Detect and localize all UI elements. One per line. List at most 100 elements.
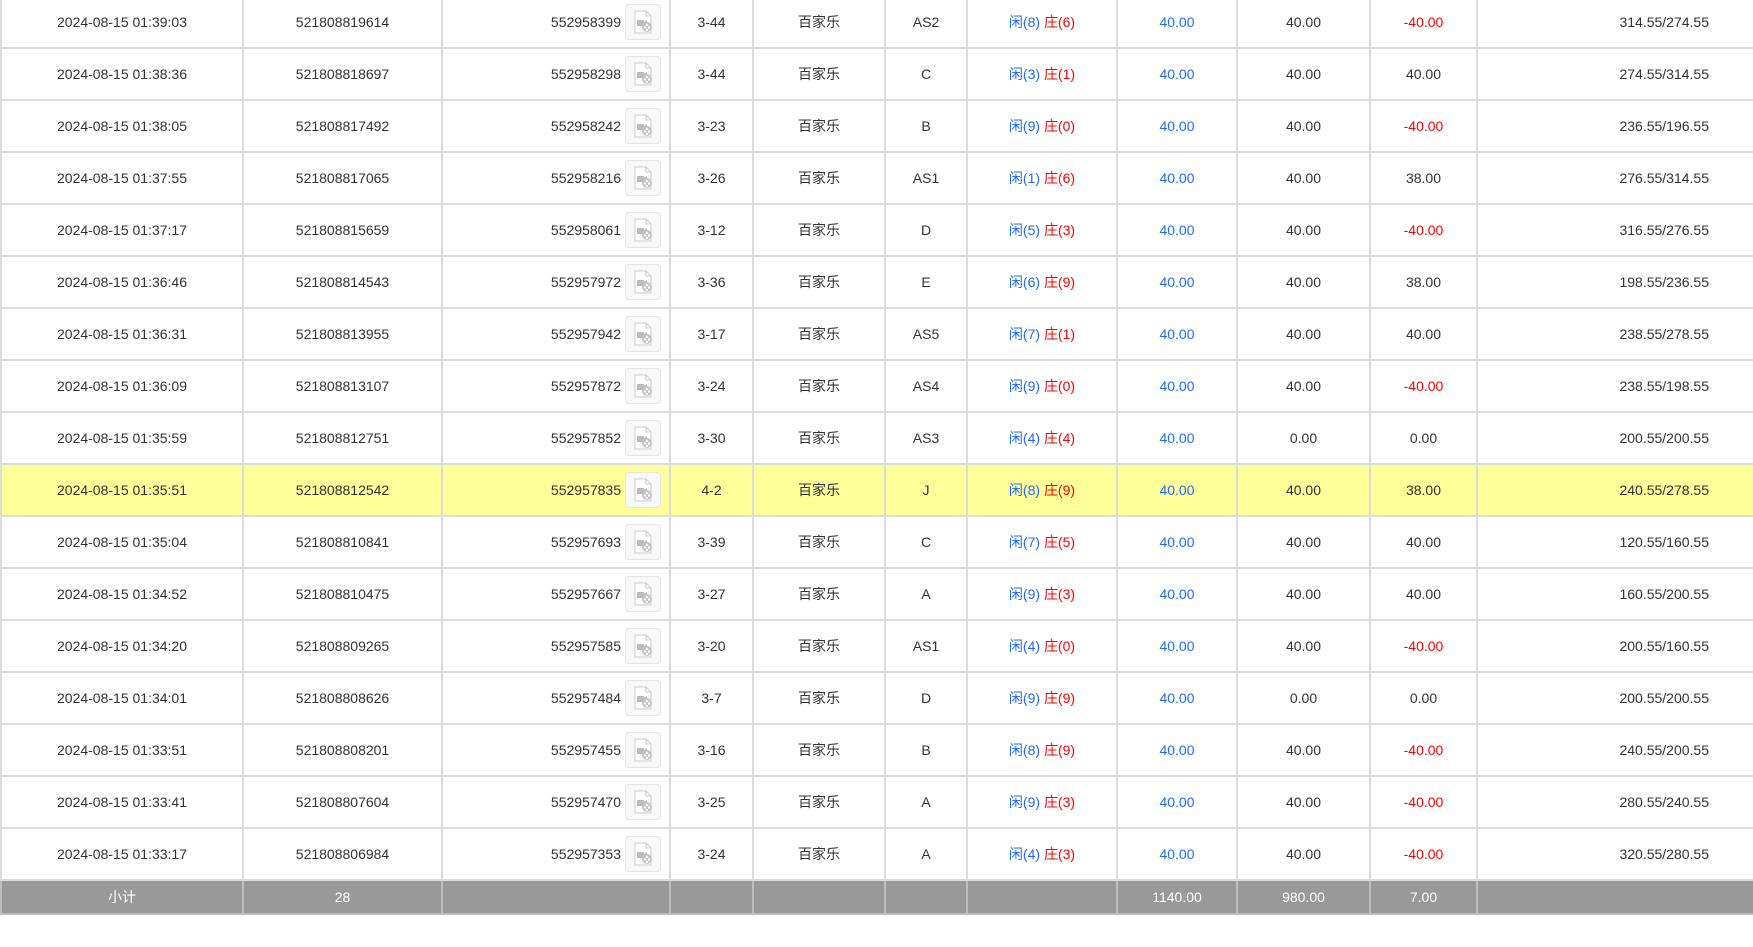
video-replay-icon[interactable]	[625, 472, 661, 508]
balance: 200.55/200.55	[1476, 411, 1753, 465]
banker-result: 庄(9)	[1043, 274, 1076, 290]
video-replay-icon[interactable]	[625, 576, 661, 612]
bet-time: 2024-08-15 01:39:03	[0, 0, 244, 49]
bet-id: 521808808201	[242, 723, 443, 777]
video-replay-icon[interactable]	[625, 836, 661, 872]
game-id: 552957585	[550, 638, 621, 654]
bet-time: 2024-08-15 01:35:51	[0, 463, 244, 517]
table-number: 3-24	[669, 827, 754, 881]
win-loss: -40.00	[1369, 0, 1478, 49]
video-replay-icon[interactable]	[625, 784, 661, 820]
player-result: 闲(1)	[1008, 170, 1041, 186]
banker-result: 庄(0)	[1043, 638, 1076, 654]
bet-amount: 40.00	[1116, 567, 1238, 621]
balance: 120.55/160.55	[1476, 515, 1753, 569]
video-replay-icon[interactable]	[625, 4, 661, 40]
bet-time: 2024-08-15 01:33:17	[0, 827, 244, 881]
win-loss: -40.00	[1369, 723, 1478, 777]
game-id: 552957353	[550, 846, 621, 862]
player-result: 闲(7)	[1008, 534, 1041, 550]
game-id: 552958298	[550, 66, 621, 82]
subtotal-row: 小计 28 1140.00 980.00 7.00	[0, 879, 1753, 915]
video-replay-icon[interactable]	[625, 160, 661, 196]
video-replay-icon[interactable]	[625, 108, 661, 144]
video-replay-icon[interactable]	[625, 368, 661, 404]
game-id-cell: 552957585	[441, 619, 671, 673]
bet-time: 2024-08-15 01:36:31	[0, 307, 244, 361]
game-id: 552957852	[550, 430, 621, 446]
game-id-cell: 552958242	[441, 99, 671, 153]
game-id-cell: 552957353	[441, 827, 671, 881]
balance: 280.55/240.55	[1476, 775, 1753, 829]
result: 闲(5) 庄(3)	[966, 203, 1118, 257]
bet-id: 521808807604	[242, 775, 443, 829]
game-type: 百家乐	[752, 359, 886, 413]
valid-bet: 40.00	[1236, 255, 1371, 309]
win-loss: -40.00	[1369, 619, 1478, 673]
valid-bet: 40.00	[1236, 723, 1371, 777]
table-row: 2024-08-15 01:38:05 521808817492 552958242…	[0, 99, 1753, 153]
win-loss: 40.00	[1369, 567, 1478, 621]
bet-amount: 40.00	[1116, 307, 1238, 361]
table-number: 3-27	[669, 567, 754, 621]
table-number: 3-30	[669, 411, 754, 465]
game-type: 百家乐	[752, 723, 886, 777]
game-id-cell: 552957693	[441, 515, 671, 569]
table-number: 3-17	[669, 307, 754, 361]
balance: 200.55/200.55	[1476, 671, 1753, 725]
game-type: 百家乐	[752, 0, 886, 49]
game-id-cell: 552957972	[441, 255, 671, 309]
bet-id: 521808817492	[242, 99, 443, 153]
seat: AS1	[884, 151, 968, 205]
bet-time: 2024-08-15 01:34:01	[0, 671, 244, 725]
bet-amount: 40.00	[1116, 359, 1238, 413]
table-row: 2024-08-15 01:35:51 521808812542 552957835…	[0, 463, 1753, 517]
result: 闲(7) 庄(1)	[966, 307, 1118, 361]
win-loss: 0.00	[1369, 671, 1478, 725]
game-id: 552957872	[550, 378, 621, 394]
game-type: 百家乐	[752, 99, 886, 153]
win-loss: -40.00	[1369, 99, 1478, 153]
video-replay-icon[interactable]	[625, 524, 661, 560]
player-result: 闲(9)	[1008, 378, 1041, 394]
video-replay-icon[interactable]	[625, 316, 661, 352]
valid-bet: 40.00	[1236, 463, 1371, 517]
win-loss: 38.00	[1369, 151, 1478, 205]
video-replay-icon[interactable]	[625, 680, 661, 716]
game-type: 百家乐	[752, 203, 886, 257]
bet-time: 2024-08-15 01:36:46	[0, 255, 244, 309]
video-replay-icon[interactable]	[625, 212, 661, 248]
bet-id: 521808815659	[242, 203, 443, 257]
bet-time: 2024-08-15 01:35:59	[0, 411, 244, 465]
video-replay-icon[interactable]	[625, 56, 661, 92]
bet-id: 521808810841	[242, 515, 443, 569]
banker-result: 庄(3)	[1043, 794, 1076, 810]
bet-id: 521808817065	[242, 151, 443, 205]
table-row: 2024-08-15 01:33:17 521808806984 552957353…	[0, 827, 1753, 881]
video-replay-icon[interactable]	[625, 732, 661, 768]
win-loss: 38.00	[1369, 255, 1478, 309]
game-id: 552957455	[550, 742, 621, 758]
table-number: 3-12	[669, 203, 754, 257]
video-replay-icon[interactable]	[625, 420, 661, 456]
bet-time: 2024-08-15 01:34:20	[0, 619, 244, 673]
seat: AS3	[884, 411, 968, 465]
result: 闲(9) 庄(0)	[966, 99, 1118, 153]
video-replay-icon[interactable]	[625, 628, 661, 664]
result: 闲(9) 庄(0)	[966, 359, 1118, 413]
game-id: 552957942	[550, 326, 621, 342]
banker-result: 庄(3)	[1043, 222, 1076, 238]
bet-time: 2024-08-15 01:37:17	[0, 203, 244, 257]
result: 闲(9) 庄(3)	[966, 775, 1118, 829]
player-result: 闲(8)	[1008, 742, 1041, 758]
game-type: 百家乐	[752, 671, 886, 725]
banker-result: 庄(9)	[1043, 482, 1076, 498]
video-replay-icon[interactable]	[625, 264, 661, 300]
game-type: 百家乐	[752, 47, 886, 101]
banker-result: 庄(9)	[1043, 742, 1076, 758]
bet-amount: 40.00	[1116, 671, 1238, 725]
valid-bet: 40.00	[1236, 203, 1371, 257]
table-number: 3-26	[669, 151, 754, 205]
player-result: 闲(8)	[1008, 482, 1041, 498]
player-result: 闲(9)	[1008, 586, 1041, 602]
